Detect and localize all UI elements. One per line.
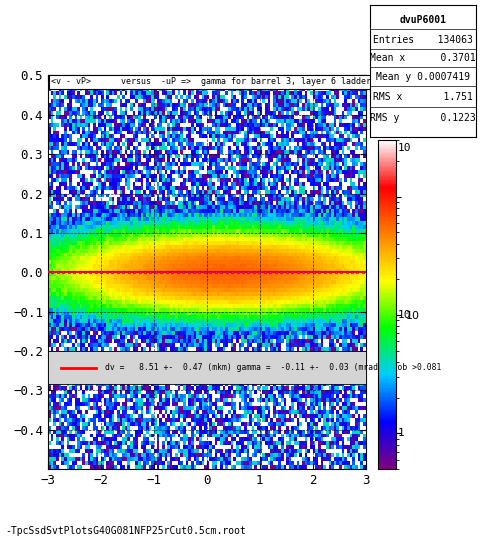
Text: 10: 10 [397,310,410,320]
Text: Mean x      0.3701: Mean x 0.3701 [370,53,475,63]
Text: -TpcSsdSvtPlotsG40G081NFP25rCut0.5cm.root: -TpcSsdSvtPlotsG40G081NFP25rCut0.5cm.roo… [5,526,245,536]
Text: Entries    134063: Entries 134063 [372,34,472,45]
Text: Mean y 0.0007419: Mean y 0.0007419 [375,72,469,82]
Text: 10: 10 [397,143,410,154]
Text: dvuP6001: dvuP6001 [399,15,446,25]
FancyBboxPatch shape [48,351,365,384]
Text: <v - vP>      versus  -uP =>  gamma for barrel 3, layer 6 ladder 1, all wafers: <v - vP> versus -uP => gamma for barrel … [51,78,440,86]
Text: RMS y       0.1223: RMS y 0.1223 [370,113,475,123]
Text: 1: 1 [397,429,404,438]
Text: dv =   8.51 +-  0.47 (mkm) gamma =  -0.11 +-  0.03 (mrad) prob >0.081: dv = 8.51 +- 0.47 (mkm) gamma = -0.11 +-… [105,363,441,372]
Text: RMS x       1.751: RMS x 1.751 [372,92,472,101]
